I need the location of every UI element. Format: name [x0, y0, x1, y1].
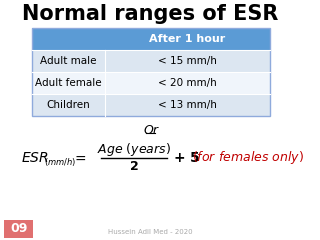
Text: < 15 mm/h: < 15 mm/h — [158, 56, 217, 66]
Text: < 13 mm/h: < 13 mm/h — [158, 100, 217, 110]
FancyBboxPatch shape — [32, 72, 105, 94]
FancyBboxPatch shape — [105, 94, 270, 116]
FancyBboxPatch shape — [105, 72, 270, 94]
Text: $\mathbf{+\ 5}$: $\mathbf{+\ 5}$ — [172, 151, 199, 165]
FancyBboxPatch shape — [32, 50, 105, 72]
Text: Adult female: Adult female — [35, 78, 101, 88]
FancyBboxPatch shape — [105, 50, 270, 72]
Text: Normal ranges of ESR: Normal ranges of ESR — [22, 4, 279, 24]
FancyBboxPatch shape — [4, 220, 34, 238]
Text: Hussein Adil Med - 2020: Hussein Adil Med - 2020 — [108, 229, 193, 235]
Text: $\mathbf{\mathit{(for\ females\ only)}}$: $\mathbf{\mathit{(for\ females\ only)}}$ — [192, 150, 304, 167]
Text: After 1 hour: After 1 hour — [149, 34, 225, 44]
FancyBboxPatch shape — [32, 28, 270, 50]
Text: Or: Or — [143, 124, 158, 137]
Text: Adult male: Adult male — [40, 56, 97, 66]
Text: < 20 mm/h: < 20 mm/h — [158, 78, 217, 88]
FancyBboxPatch shape — [32, 94, 105, 116]
Text: Children: Children — [46, 100, 90, 110]
Text: 09: 09 — [10, 222, 28, 235]
Text: $(mm/h)$: $(mm/h)$ — [44, 156, 77, 168]
Text: $\mathbf{\mathit{Age\ (years)}}$: $\mathbf{\mathit{Age\ (years)}}$ — [97, 142, 171, 158]
Text: $\mathbf{2}$: $\mathbf{2}$ — [129, 160, 139, 173]
Text: $\mathbf{\mathit{ESR}}$: $\mathbf{\mathit{ESR}}$ — [21, 151, 49, 165]
Text: $=$: $=$ — [72, 151, 87, 165]
